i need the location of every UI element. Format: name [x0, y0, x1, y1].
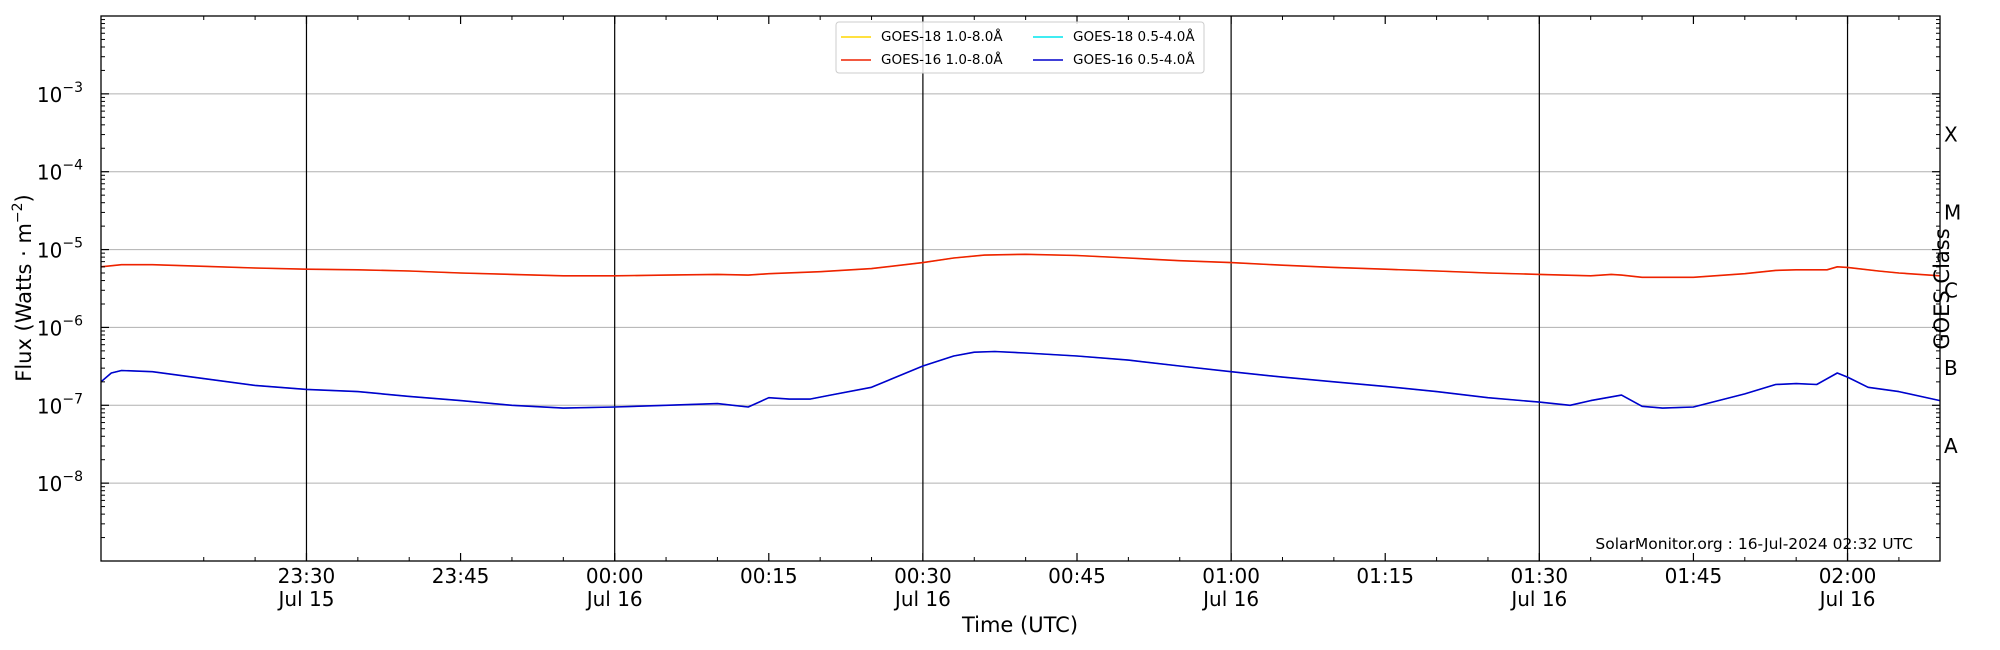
goes-class-label: X — [1944, 123, 1958, 147]
x-tick-label: 01:00 — [1202, 564, 1260, 588]
series-line — [100, 253, 1941, 279]
goes-class-label: M — [1944, 200, 1961, 224]
y-tick-label: 10−6 — [37, 313, 83, 340]
y-tick-label: 10−7 — [37, 391, 83, 418]
axis-ticks — [100, 16, 1940, 561]
y-tick-label: 10−8 — [37, 469, 83, 496]
goes-class-label: A — [1944, 434, 1958, 458]
x-tick-label: 23:45 — [432, 564, 490, 588]
x-tick-date-label: Jul 16 — [1509, 587, 1567, 611]
x-tick-label: 23:30 — [278, 564, 336, 588]
legend: GOES-18 1.0-8.0Å GOES-16 1.0-8.0Å GOES-1… — [835, 21, 1205, 74]
goes-class-label: C — [1944, 278, 1958, 302]
legend-label-goes16-long: GOES-16 1.0-8.0Å — [881, 51, 1003, 68]
vertical-time-lines — [305, 16, 1849, 561]
x-tick-label: 01:30 — [1511, 564, 1569, 588]
x-tick-label: 00:30 — [894, 564, 952, 588]
legend-label-goes16-short: GOES-16 0.5-4.0Å — [1073, 51, 1195, 68]
credit-text: SolarMonitor.org : 16-Jul-2024 02:32 UTC — [1595, 535, 1913, 553]
y-tick-label: 10−5 — [37, 236, 83, 263]
x-tick-date-label: Jul 16 — [1818, 587, 1876, 611]
plot-frame — [100, 15, 1941, 562]
x-tick-label: 00:00 — [586, 564, 644, 588]
legend-label-goes18-long: GOES-18 1.0-8.0Å — [881, 28, 1003, 45]
series-line — [100, 350, 1941, 409]
y2-axis-title: GOES Class — [1930, 228, 1954, 349]
x-tick-label: 00:45 — [1048, 564, 1106, 588]
x-tick-label: 02:00 — [1819, 564, 1877, 588]
y-tick-labels: 10−8 10−7 10−6 10−5 10−4 10−3 — [37, 80, 83, 496]
goes-class-label: B — [1944, 356, 1958, 380]
series-layer — [100, 253, 1941, 409]
legend-box — [835, 21, 1205, 74]
x-tick-label: 01:45 — [1665, 564, 1723, 588]
x-tick-date-label: Jul 16 — [893, 587, 951, 611]
x-tick-date-label: Jul 15 — [277, 587, 335, 611]
x-tick-date-label: Jul 16 — [1201, 587, 1259, 611]
y-tick-label: 10−3 — [37, 80, 83, 107]
legend-label-goes18-short: GOES-18 0.5-4.0Å — [1073, 28, 1195, 45]
horizontal-gridlines — [101, 93, 1940, 484]
y-axis-title: Flux (Watts · m−2) — [10, 194, 36, 382]
x-axis-title: Time (UTC) — [961, 613, 1078, 637]
goes-class-labels: A B C M X — [1944, 123, 1961, 458]
x-tick-label: 01:15 — [1356, 564, 1414, 588]
y-tick-label: 10−4 — [37, 158, 83, 185]
x-tick-date-label: Jul 16 — [585, 587, 643, 611]
x-tick-label: 00:15 — [740, 564, 798, 588]
